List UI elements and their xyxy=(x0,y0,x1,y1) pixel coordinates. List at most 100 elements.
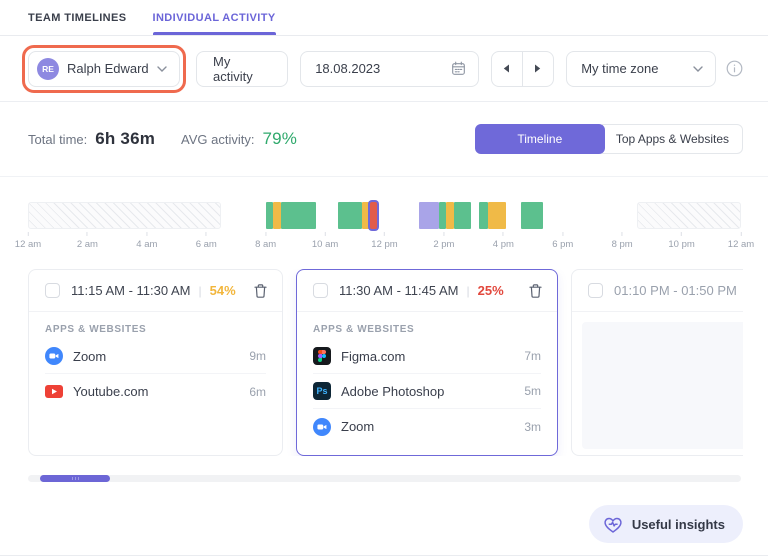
timeline-tick-label: 4 am xyxy=(136,232,157,250)
interval-checkbox[interactable] xyxy=(45,283,60,298)
insights-row: Useful insights xyxy=(0,482,768,543)
app-row: Youtube.com 6m xyxy=(45,374,266,409)
timezone-select[interactable]: My time zone xyxy=(566,50,716,87)
apps-websites-label: APPS & WEBSITES xyxy=(45,324,147,335)
timeline-ticks: 12 am 2 am 4 am 6 am 8 am 10 am 12 pm 2 pm 4 pm 6… xyxy=(15,232,754,254)
interval-time-range: 11:15 AM - 11:30 AM xyxy=(71,283,191,298)
timeline-tick-label: 8 am xyxy=(255,232,276,250)
date-nav xyxy=(490,50,555,87)
interval-card[interactable]: 11:15 AM - 11:30 AM | 54% APPS & WEBSITE… xyxy=(28,269,283,456)
timeline-segment-untracked[interactable] xyxy=(28,202,222,229)
tab-team-timelines[interactable]: TEAM TIMELINES xyxy=(28,11,127,24)
interval-cards: 11:15 AM - 11:30 AM | 54% APPS & WEBSITE… xyxy=(28,269,743,456)
timeline-segment-medium[interactable] xyxy=(362,202,370,229)
timeline-segment-low[interactable] xyxy=(369,202,378,229)
top-apps-view-button[interactable]: Top Apps & Websites xyxy=(601,124,743,154)
app-name: Youtube.com xyxy=(73,384,149,399)
user-name: Ralph Edwards... xyxy=(67,61,149,76)
avatar: RE xyxy=(37,57,59,80)
timezone-value: My time zone xyxy=(581,61,659,76)
timeline-tick-label: 10 am xyxy=(312,232,338,250)
timeline-segment-high[interactable] xyxy=(453,202,472,229)
total-time-label: Total time: xyxy=(28,131,88,147)
useful-insights-label: Useful insights xyxy=(631,516,725,532)
app-duration: 9m xyxy=(249,349,266,363)
app-duration: 3m xyxy=(524,419,541,434)
delete-interval-button[interactable] xyxy=(528,283,543,299)
next-day-button[interactable] xyxy=(523,52,554,86)
timeline-segment-medium[interactable] xyxy=(446,202,454,229)
zoom-icon xyxy=(313,417,331,436)
chevron-down-icon xyxy=(157,65,167,72)
timeline-view-button[interactable]: Timeline xyxy=(474,124,605,154)
interval-time-range: 11:30 AM - 11:45 AM xyxy=(339,283,459,298)
card-header: 11:15 AM - 11:30 AM | 54% xyxy=(29,270,282,312)
tab-individual-activity[interactable]: INDIVIDUAL ACTIVITY xyxy=(152,0,276,35)
timeline-segment-high[interactable] xyxy=(265,202,274,229)
timeline-segment-manual[interactable] xyxy=(419,202,439,229)
app-duration: 5m xyxy=(524,384,541,398)
avg-activity-label: AVG activity: xyxy=(181,131,255,147)
toolbar: RE Ralph Edwards... My activity 18.08.20… xyxy=(0,36,768,102)
timeline-tick-label: 12 am xyxy=(728,232,754,250)
app-row: Figma.com 7m xyxy=(313,339,541,374)
app-duration: 6m xyxy=(249,384,266,399)
user-select[interactable]: RE Ralph Edwards... xyxy=(28,50,180,87)
timeline-segment-high[interactable] xyxy=(438,202,447,229)
scrollbar-grip xyxy=(77,477,79,480)
scrollbar-grip xyxy=(74,477,76,480)
card-header: 01:10 PM - 01:50 PM xyxy=(572,270,743,312)
timeline-section: 12 am 2 am 4 am 6 am 8 am 10 am 12 pm 2 pm 4 pm 6… xyxy=(0,177,768,254)
view-toggle: Timeline Top Apps & Websites xyxy=(474,124,743,154)
timeline-segment-medium[interactable] xyxy=(488,202,506,229)
figma-icon xyxy=(313,347,331,365)
app-name: Zoom xyxy=(341,419,375,434)
timeline-segment-untracked[interactable] xyxy=(637,202,741,229)
card-header: 11:30 AM - 11:45 AM | 25% xyxy=(297,270,557,312)
date-picker[interactable]: 18.08.2023 xyxy=(300,50,479,87)
app-name: Figma.com xyxy=(341,348,406,364)
timeline-tick-label: 8 pm xyxy=(612,232,633,250)
timeline-segment-high[interactable] xyxy=(280,202,317,229)
heart-pulse-icon xyxy=(603,515,623,534)
separator: | xyxy=(466,283,470,298)
card-body: APPS & WEBSITES Figma.com 7m Ps Adobe Ph… xyxy=(297,312,557,444)
useful-insights-button[interactable]: Useful insights xyxy=(588,505,743,543)
zoom-icon xyxy=(45,347,63,365)
timeline-tick-label: 12 pm xyxy=(371,232,397,250)
interval-checkbox[interactable] xyxy=(313,283,328,298)
scrollbar-grip xyxy=(71,477,73,480)
user-select-wrap: RE Ralph Edwards... xyxy=(22,44,186,93)
timeline-tick-label: 2 am xyxy=(77,232,98,250)
cards-scrollbar-track[interactable] xyxy=(28,475,741,482)
summary-row: Total time: 6h 36m AVG activity: 79% Tim… xyxy=(0,102,768,177)
interval-cards-viewport: 11:15 AM - 11:30 AM | 54% APPS & WEBSITE… xyxy=(28,269,743,456)
my-activity-button[interactable]: My activity xyxy=(196,50,289,87)
prev-day-button[interactable] xyxy=(492,51,523,86)
timeline-segment-high[interactable] xyxy=(520,202,543,229)
timeline-segment-high[interactable] xyxy=(478,202,489,229)
app-name: Adobe Photoshop xyxy=(341,383,445,399)
avg-activity-value: 79% xyxy=(262,129,298,148)
timeline-segment-medium[interactable] xyxy=(273,202,281,229)
interval-card-selected[interactable]: 11:30 AM - 11:45 AM | 25% APPS & WEBSITE… xyxy=(296,269,558,456)
timeline-tick-label: 6 pm xyxy=(552,232,573,250)
app-duration: 7m xyxy=(524,349,541,363)
chevron-down-icon xyxy=(693,65,703,72)
app-row: Zoom 9m xyxy=(45,339,266,374)
timeline-bar xyxy=(28,202,741,229)
bottom-divider xyxy=(0,555,768,556)
timeline-tick-label: 10 pm xyxy=(668,232,694,250)
photoshop-icon: Ps xyxy=(313,382,331,400)
cards-scrollbar-thumb[interactable] xyxy=(40,475,110,482)
info-icon[interactable] xyxy=(726,60,743,77)
interval-checkbox[interactable] xyxy=(588,283,603,298)
timeline-segment-high[interactable] xyxy=(337,202,363,229)
separator: | xyxy=(198,283,202,298)
app-row: Zoom 3m xyxy=(313,409,541,444)
interval-time-range: 01:10 PM - 01:50 PM xyxy=(614,283,737,298)
interval-card-manual[interactable]: 01:10 PM - 01:50 PM +40m xyxy=(571,269,743,456)
delete-interval-button[interactable] xyxy=(253,283,268,299)
total-time-value: 6h 36m xyxy=(95,129,156,148)
